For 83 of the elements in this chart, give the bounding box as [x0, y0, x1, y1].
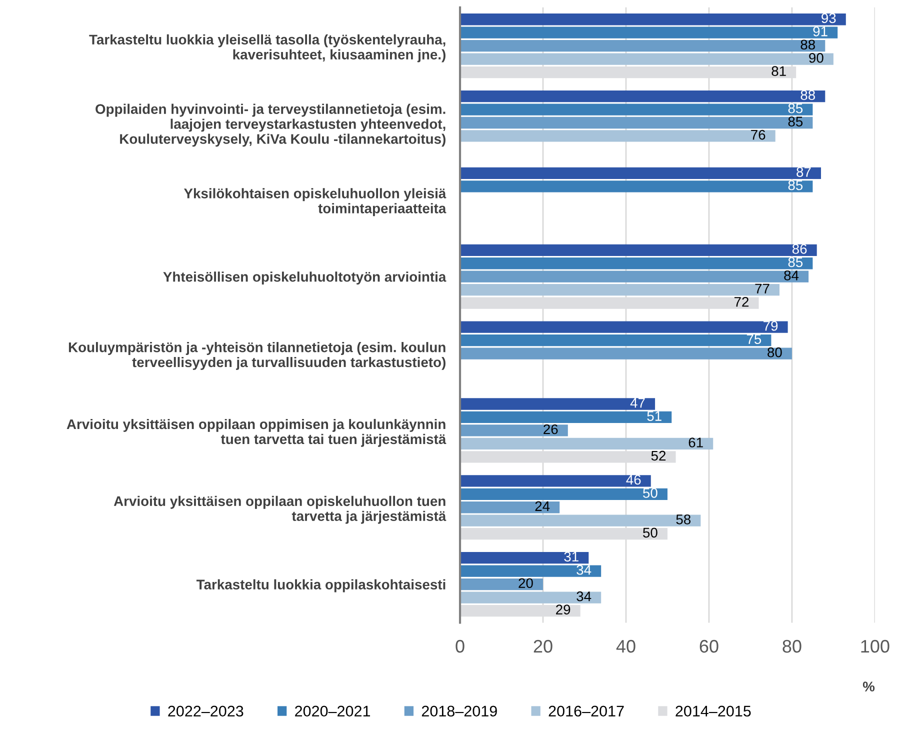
- x-tick-label: 80: [782, 640, 802, 653]
- data-label: 75: [746, 334, 762, 344]
- data-label: 87: [796, 167, 811, 177]
- bar: [460, 90, 826, 102]
- y-tick-label: Yksilökohtaisen opiskeluhuollon yleisiä toimintaperiaatteita: [184, 188, 446, 216]
- bar: [460, 270, 809, 282]
- data-label: 24: [535, 501, 550, 511]
- bar: [460, 411, 672, 424]
- legend-label: 2016–2017: [548, 706, 624, 717]
- data-label: 81: [772, 66, 786, 76]
- y-tick-label: Arvioitu yksittäisen oppilaan opiskeluhuollon tuen tarvetta ja järjestämistä: [114, 496, 446, 524]
- bar: [460, 116, 813, 129]
- bar: [460, 514, 701, 526]
- y-tick-label: Yhteisöllisen opiskeluhuoltotyön arviointia: [163, 272, 446, 285]
- bar: [460, 348, 792, 360]
- data-label: 88: [800, 40, 815, 50]
- bar: [460, 592, 602, 604]
- bar: [460, 475, 651, 487]
- data-label: 91: [813, 26, 828, 36]
- data-label: 26: [544, 424, 558, 434]
- bar: [460, 552, 589, 564]
- legend-label: 2020–2021: [295, 706, 370, 717]
- data-label: 90: [809, 52, 824, 63]
- data-label: 29: [556, 604, 570, 614]
- legend-label: 2018–2019: [422, 706, 497, 717]
- y-tick-label: Tarkasteltu luokkia yleisellä tasolla (työskentelyrauha, kaverisuhteet, kiusaaminen jne.): [89, 34, 446, 62]
- data-label: 52: [651, 450, 666, 461]
- data-label: 34: [576, 591, 592, 602]
- y-tick-label: Kouluympäristön ja -yhteisön tilannetietoja (esim. koulun terveellisyyden ja turvallisuuden tarkastustieto): [68, 342, 446, 370]
- data-label: 47: [630, 398, 645, 408]
- bar: [460, 180, 813, 192]
- y-tick-label: Tarkasteltu luokkia oppilaskohtaisesti: [196, 579, 446, 592]
- data-label: 80: [768, 347, 782, 358]
- x-tick-label: 60: [700, 640, 718, 653]
- data-label: 46: [626, 474, 641, 485]
- data-label: 85: [788, 116, 803, 126]
- y-tick-label: Arvioitu yksittäisen oppilaan oppimisen ja koulunkäynnin tuen tarvetta tai tuen järjestämistä: [66, 418, 446, 447]
- x-tick-label: 40: [616, 640, 636, 653]
- bar: [460, 104, 813, 116]
- data-label: 58: [676, 514, 691, 524]
- bar: [460, 167, 821, 180]
- bar: [460, 14, 846, 26]
- data-label: 77: [755, 284, 770, 294]
- data-label: 79: [764, 320, 778, 331]
- bar: [460, 488, 668, 500]
- bar: [460, 502, 560, 514]
- bar: [460, 578, 544, 590]
- bar: [460, 244, 817, 256]
- data-label: 51: [647, 411, 662, 421]
- data-label: 85: [788, 103, 803, 114]
- legend-label: 2014–2015: [676, 706, 751, 717]
- data-label: 76: [751, 130, 766, 140]
- bar: [460, 565, 602, 577]
- bar: [460, 424, 568, 436]
- bar: [460, 334, 772, 346]
- data-label: 50: [643, 528, 658, 538]
- bar: [460, 284, 780, 296]
- bar: [460, 438, 714, 450]
- x-tick-label: 0: [456, 640, 464, 653]
- bar: [460, 130, 776, 142]
- data-label: 50: [643, 488, 658, 498]
- bar: [460, 398, 656, 410]
- data-label: 61: [688, 438, 703, 448]
- legend-label: 2022–2023: [168, 706, 244, 717]
- data-label: 93: [822, 13, 836, 24]
- data-label: 85: [788, 180, 803, 190]
- data-label: 88: [800, 90, 815, 100]
- y-tick-label: Oppilaiden hyvinvointi- ja terveystilannetietoja (esim. laajojen terveystarkastusten yhteenvedot, Kouluterveyskysely, KiVa Koulu -tilannekartoitus): [96, 104, 446, 147]
- data-label: 20: [518, 578, 533, 588]
- bar: [460, 40, 826, 52]
- data-label: 85: [788, 257, 803, 268]
- data-label: 84: [784, 270, 799, 280]
- data-label: 72: [734, 296, 749, 307]
- x-axis-title: %: [862, 682, 875, 692]
- x-tick-label: 20: [534, 640, 552, 653]
- bar: [460, 26, 838, 38]
- bar: [460, 321, 788, 333]
- data-label: 34: [576, 564, 592, 575]
- x-tick-label: 100: [861, 640, 890, 653]
- bar: [460, 53, 834, 65]
- data-label: 31: [564, 552, 578, 562]
- bar: [460, 258, 813, 270]
- data-label: 86: [792, 244, 807, 254]
